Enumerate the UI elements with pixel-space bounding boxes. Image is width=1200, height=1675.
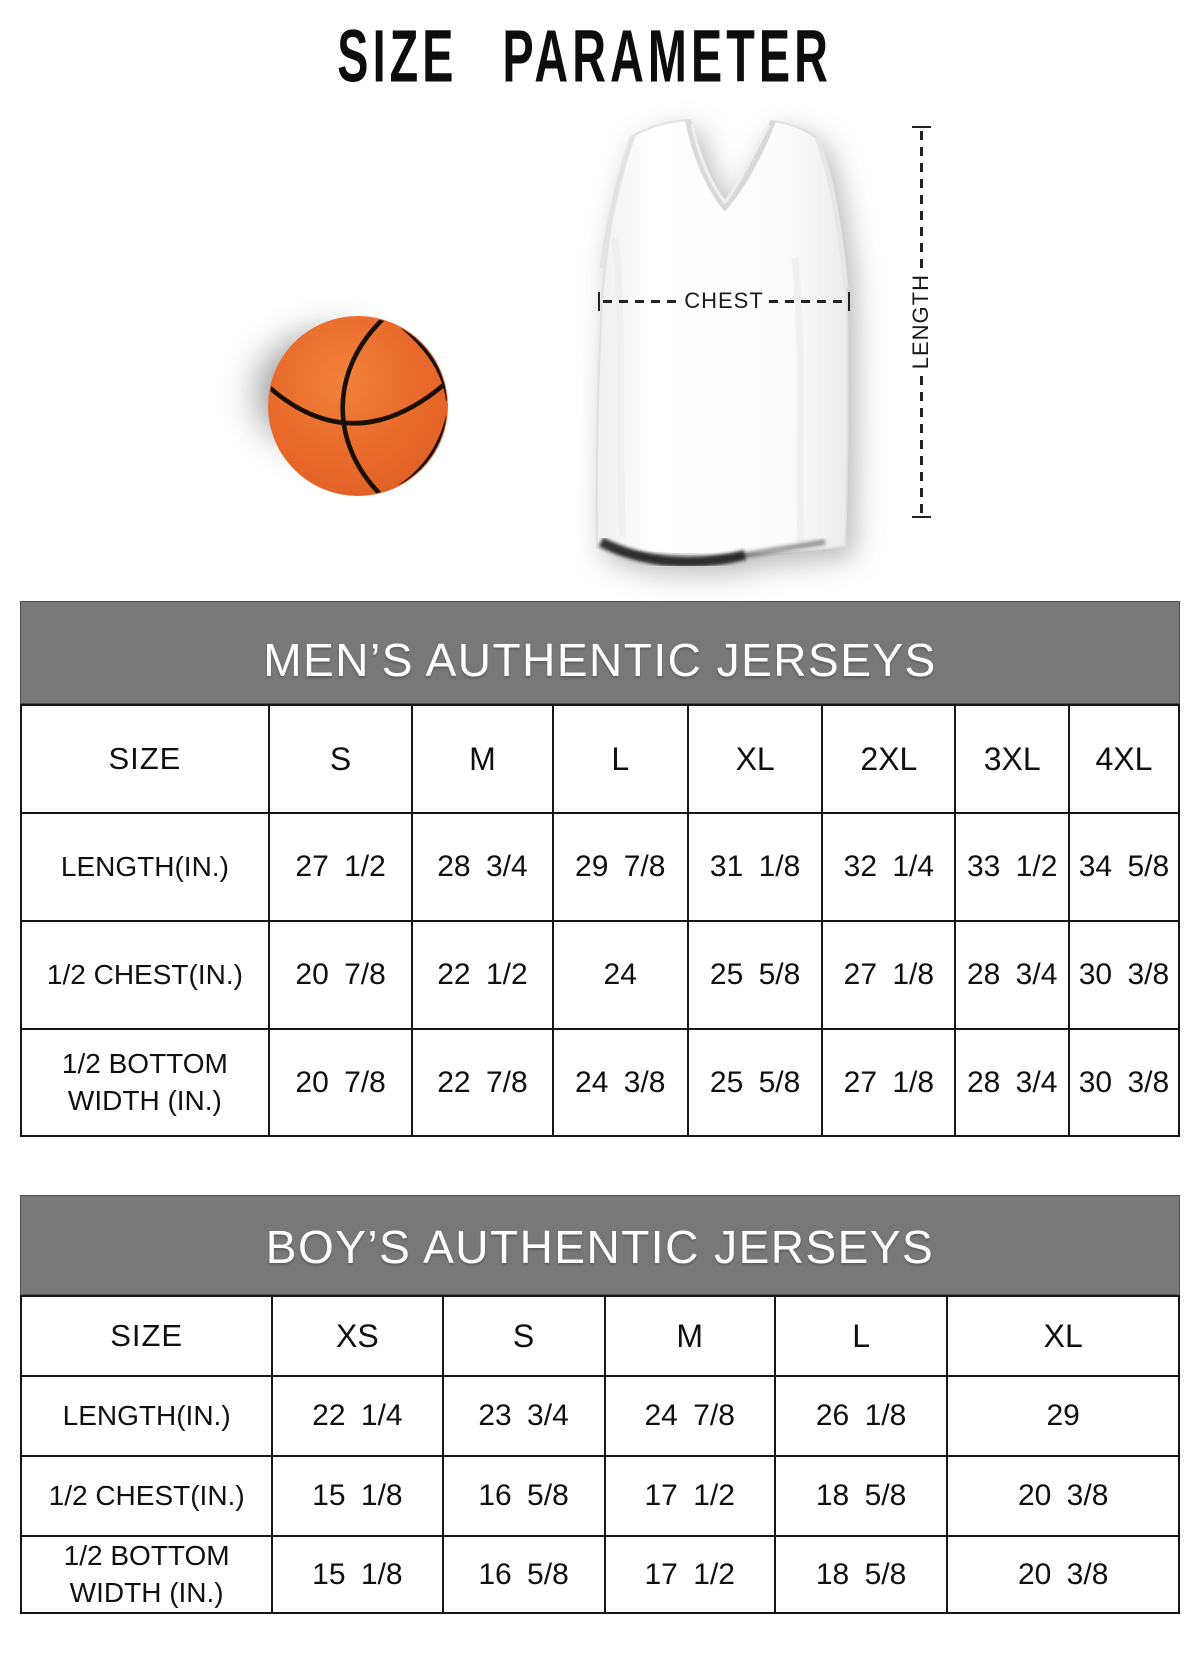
measurement-row-label: 1/2 CHEST(IN.) (19, 1455, 274, 1537)
measurement-value: 34 5/8 (1067, 812, 1181, 922)
chest-line-left-tick (598, 291, 600, 311)
measurement-value: 20 7/8 (267, 920, 414, 1030)
basketball-icon (268, 316, 448, 496)
measurement-value: 30 3/8 (1067, 1028, 1181, 1137)
measurement-value: 16 5/8 (441, 1535, 606, 1614)
measurement-value: 22 7/8 (411, 1028, 554, 1137)
measurement-value: 25 5/8 (686, 920, 824, 1030)
size-option-header: XS (271, 1295, 444, 1377)
boys-table-title: BOY’S AUTHENTIC JERSEYS (265, 1221, 935, 1273)
table-row: SIZE XS S M L XL (19, 1295, 1180, 1377)
measurement-row-label: LENGTH(IN.) (19, 1375, 274, 1457)
chest-dashed-line (603, 299, 680, 303)
measurement-value: 18 5/8 (773, 1455, 949, 1537)
measurement-value: 27 1/2 (267, 812, 414, 922)
mens-table-title-band: MEN’S AUTHENTIC JERSEYS (20, 601, 1180, 704)
measurement-value: 22 1/4 (271, 1375, 444, 1457)
length-label: LENGTH (908, 274, 933, 370)
measurement-value: 26 1/8 (773, 1375, 949, 1457)
measurement-value: 16 5/8 (441, 1455, 606, 1537)
mens-size-table: SIZE S M L XL 2XL 3XL 4XL LENGTH(IN.) 27 1/2 28 3/… (20, 704, 1181, 1137)
measurement-row-label: 1/2 CHEST(IN.) (20, 920, 270, 1030)
measurement-value: 24 3/8 (551, 1028, 689, 1137)
measurement-value: 20 3/8 (946, 1455, 1180, 1537)
size-option-header: 3XL (954, 704, 1070, 814)
page-title: SIZE PARAMETER (0, 15, 1170, 98)
size-option-header: M (603, 1295, 776, 1377)
length-dashed-line (919, 131, 923, 269)
size-column-header: SIZE (20, 704, 270, 814)
measurement-value: 25 5/8 (686, 1028, 824, 1137)
length-line-top-tick (911, 126, 931, 128)
chest-dashed-line (768, 299, 845, 303)
table-row: SIZE S M L XL 2XL 3XL 4XL (20, 704, 1181, 814)
measurement-value: 18 5/8 (773, 1535, 949, 1614)
chest-label: CHEST (684, 288, 764, 313)
measurement-row-label: 1/2 BOTTOM WIDTH (IN.) (20, 1028, 270, 1137)
measurement-value: 22 1/2 (411, 920, 554, 1030)
measurement-value: 30 3/8 (1067, 920, 1181, 1030)
measurement-value: 17 1/2 (603, 1535, 776, 1614)
measurement-value: 23 3/4 (441, 1375, 606, 1457)
size-diagram: CHEST LENGTH (0, 0, 1200, 600)
measurement-value: 24 7/8 (603, 1375, 776, 1457)
size-option-header: XL (686, 704, 824, 814)
page-title-text: SIZE PARAMETER (337, 15, 833, 99)
table-row: 1/2 CHEST(IN.) 20 7/8 22 1/2 24 25 5/8 27 1/8… (20, 920, 1181, 1030)
measurement-value: 15 1/8 (271, 1535, 444, 1614)
measurement-value: 28 3/4 (954, 920, 1070, 1030)
size-option-header: 2XL (821, 704, 957, 814)
size-option-header: S (441, 1295, 606, 1377)
size-option-header: 4XL (1067, 704, 1181, 814)
size-option-header: L (773, 1295, 949, 1377)
measurement-value: 24 (551, 920, 689, 1030)
boys-table-title-band: BOY’S AUTHENTIC JERSEYS (20, 1195, 1180, 1295)
measurement-value: 27 1/8 (821, 1028, 957, 1137)
table-row: LENGTH(IN.) 22 1/4 23 3/4 24 7/8 26 1/8 29 (19, 1375, 1180, 1457)
measurement-value: 28 3/4 (954, 1028, 1070, 1137)
measurement-value: 31 1/8 (686, 812, 824, 922)
boys-size-table: SIZE XS S M L XL LENGTH(IN.) 22 1/4 23 3/4 24 7/8… (19, 1295, 1180, 1614)
measurement-value: 33 1/2 (954, 812, 1070, 922)
size-column-header: SIZE (19, 1295, 274, 1377)
measurement-value: 29 (946, 1375, 1180, 1457)
measurement-value: 32 1/4 (821, 812, 957, 922)
table-row: LENGTH(IN.) 27 1/2 28 3/4 29 7/8 31 1/8 32 1/… (20, 812, 1181, 922)
measurement-row-label: LENGTH(IN.) (20, 812, 270, 922)
measurement-value: 29 7/8 (551, 812, 689, 922)
chest-line-right-tick (848, 291, 850, 311)
measurement-value: 20 7/8 (267, 1028, 414, 1137)
chest-measure-line: CHEST (598, 288, 850, 314)
measurement-value: 15 1/8 (271, 1455, 444, 1537)
measurement-value: 27 1/8 (821, 920, 957, 1030)
length-line-bottom-tick (911, 516, 931, 518)
size-option-header: M (411, 704, 554, 814)
length-dashed-line (919, 375, 923, 513)
measurement-value: 28 3/4 (411, 812, 554, 922)
length-measure-line: LENGTH (904, 126, 938, 518)
mens-table-title: MEN’S AUTHENTIC JERSEYS (263, 633, 937, 686)
table-row: 1/2 BOTTOM WIDTH (IN.) 15 1/8 16 5/8 17 1/2… (19, 1535, 1180, 1614)
measurement-value: 17 1/2 (603, 1455, 776, 1537)
size-option-header: L (551, 704, 689, 814)
jersey-image (595, 118, 849, 566)
table-row: 1/2 CHEST(IN.) 15 1/8 16 5/8 17 1/2 18 5/8 20… (19, 1455, 1180, 1537)
measurement-row-label: 1/2 BOTTOM WIDTH (IN.) (19, 1535, 274, 1614)
size-option-header: S (267, 704, 414, 814)
table-row: 1/2 BOTTOM WIDTH (IN.) 20 7/8 22 7/8 24 3/8… (20, 1028, 1181, 1137)
size-option-header: XL (946, 1295, 1180, 1377)
measurement-value: 20 3/8 (946, 1535, 1180, 1614)
